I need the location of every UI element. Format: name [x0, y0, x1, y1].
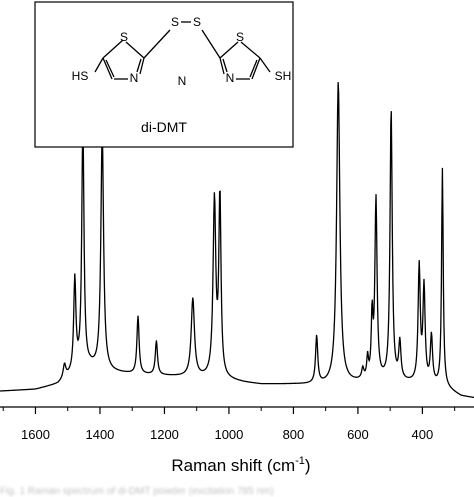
- bond: [219, 57, 225, 75]
- x-axis-title-main: Raman shift (cm: [171, 456, 295, 475]
- bond: [222, 58, 228, 73]
- x-tick-label: 1600: [21, 427, 50, 442]
- bond: [240, 41, 261, 59]
- bond: [94, 57, 104, 73]
- bond: [201, 29, 221, 59]
- figure-caption: Fig. 1 Raman spectrum of di-DMT powder (…: [0, 486, 274, 497]
- bond: [249, 59, 258, 78]
- bond: [102, 57, 113, 80]
- atom-label: S: [236, 30, 244, 44]
- bond: [125, 41, 145, 59]
- atom-label: N: [226, 71, 235, 85]
- inset-frame: [34, 1, 294, 148]
- thiol-group-left: HS: [72, 69, 89, 83]
- spectrum-series-line: [0, 82, 474, 399]
- atom-label: N: [130, 71, 139, 85]
- x-tick-label: 1000: [214, 427, 243, 442]
- atom-label: S: [193, 15, 201, 29]
- bond: [143, 29, 171, 59]
- atom-label: N: [178, 74, 187, 88]
- compound-name: di-DMT: [141, 119, 187, 135]
- bond: [259, 57, 271, 73]
- x-axis-title-end: ): [305, 456, 311, 475]
- x-axis-title: Raman shift (cm-1): [171, 455, 310, 475]
- bond: [219, 41, 239, 59]
- x-tick-label: 1400: [85, 427, 114, 442]
- x-tick-label: 400: [412, 427, 434, 442]
- x-axis: 1600 1400 1200 1000 800 600 400 Raman shift (c…: [0, 406, 474, 475]
- x-axis-title-superscript: -1: [295, 455, 305, 467]
- structure-inset: S N S S S N N HS SH di-DMT: [34, 1, 294, 148]
- bond: [105, 59, 115, 78]
- x-tick-label: 600: [347, 427, 369, 442]
- x-tick-label: 1200: [150, 427, 179, 442]
- x-axis-ticks: 1600 1400 1200 1000 800 600 400: [2, 407, 456, 442]
- x-tick-label: 800: [283, 427, 305, 442]
- atom-label: S: [120, 30, 128, 44]
- molecule-structure: [94, 21, 271, 80]
- bond: [136, 58, 142, 73]
- bond: [102, 39, 124, 59]
- thiol-group-right: SH: [275, 69, 292, 83]
- bond: [251, 57, 261, 80]
- atom-label: S: [171, 15, 179, 29]
- bond: [139, 57, 145, 75]
